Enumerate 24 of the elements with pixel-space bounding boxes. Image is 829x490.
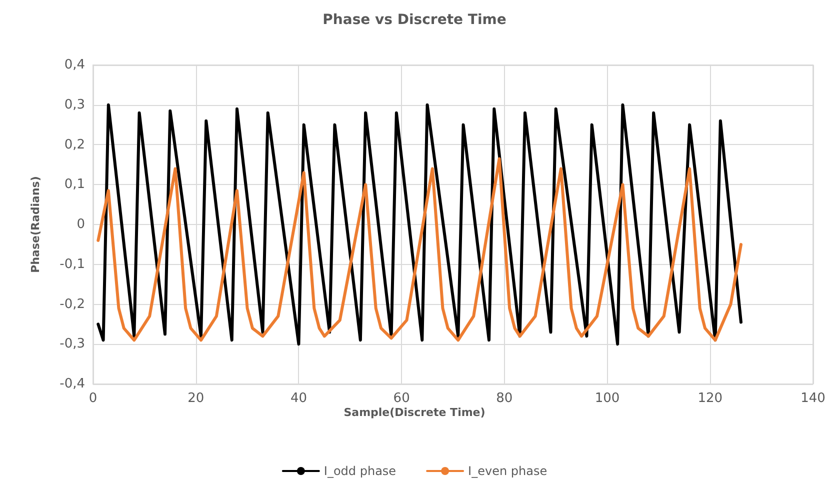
x-tick-label: 120 <box>698 391 723 406</box>
y-tick-label: -0,3 <box>60 336 85 352</box>
y-tick-label: 0,4 <box>64 58 85 72</box>
y-tick-label: 0,2 <box>64 137 85 152</box>
y-axis-title: Phase(Radians) <box>29 176 42 273</box>
x-tick-label: 100 <box>594 391 620 406</box>
legend-label: I_odd phase <box>324 464 396 478</box>
x-tick-label: 60 <box>393 391 410 406</box>
y-tick-label: 0,1 <box>64 177 85 192</box>
legend-label: I_even phase <box>468 464 548 478</box>
x-tick-label: 140 <box>800 391 826 406</box>
y-tick-label: -0,4 <box>60 376 85 392</box>
chart-title: Phase vs Discrete Time <box>322 12 506 28</box>
y-tick-label: -0,2 <box>60 296 85 312</box>
y-tick-label: 0,3 <box>64 97 85 112</box>
line-series <box>96 157 742 342</box>
y-tick-label: 0 <box>76 217 85 232</box>
x-tick-label: 0 <box>88 391 98 406</box>
x-tick-label: 80 <box>496 391 513 406</box>
line-series <box>96 103 742 346</box>
x-tick-label: 40 <box>290 391 307 406</box>
x-axis-title: Sample(Discrete Time) <box>344 406 486 419</box>
y-tick-label: -0,1 <box>60 256 85 272</box>
x-tick-label: 20 <box>188 391 204 406</box>
